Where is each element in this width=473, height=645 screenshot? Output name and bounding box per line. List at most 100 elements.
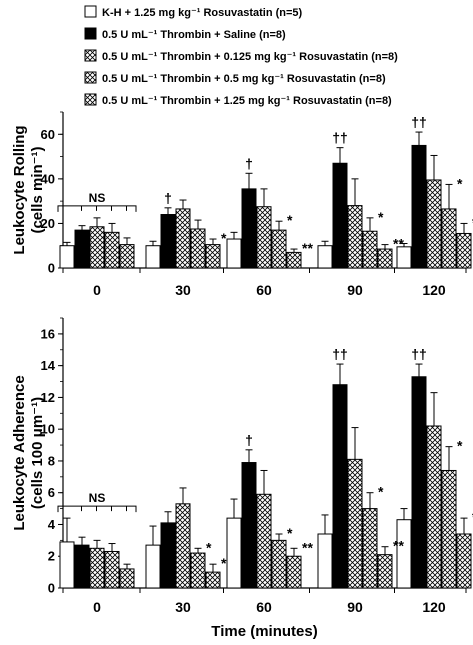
y-tick-label: 14 [41, 358, 56, 373]
bar [256, 493, 272, 589]
bar [59, 245, 75, 269]
bar [441, 208, 457, 269]
significance-mark: †† [411, 114, 427, 130]
bar [377, 248, 393, 269]
adherence-panel: 0 2 4 6 8 10 12 14 16 Leukocyte Adherence (cells 1… [11, 317, 473, 640]
legend-label: K-H + 1.25 mg kg⁻¹ Rosuvastatin (n=5) [102, 7, 303, 19]
bar [332, 384, 348, 589]
y-tick-label: 0 [48, 581, 55, 596]
significance-mark: * [457, 175, 463, 191]
significance-mark: †† [332, 130, 348, 146]
bar [396, 519, 412, 589]
category-label: 60 [256, 282, 272, 298]
significance-mark: * [287, 525, 293, 541]
legend-swatch [84, 49, 97, 62]
bar [175, 503, 191, 589]
bar [347, 458, 363, 589]
y-tick-label: 2 [48, 549, 55, 564]
bar [145, 245, 161, 269]
category-label: 90 [347, 599, 363, 615]
y-tick-label: 16 [41, 326, 55, 341]
legend-swatch [84, 27, 97, 40]
bar [89, 547, 105, 589]
bar [226, 238, 242, 269]
significance-mark: * [221, 230, 227, 246]
category-label: 30 [175, 599, 191, 615]
y-tick-label: 8 [48, 453, 55, 468]
bar [286, 251, 302, 269]
significance-mark: * [457, 438, 463, 454]
bar [332, 162, 348, 269]
bar [160, 214, 176, 269]
y-axis-unit: (cells 100 μm⁻¹) [29, 397, 46, 509]
bar [74, 544, 90, 589]
bar [104, 231, 120, 269]
significance-mark: * [378, 484, 384, 500]
category-label: 0 [93, 599, 101, 615]
y-tick-label: 4 [48, 517, 56, 532]
bar [160, 522, 176, 589]
bar [317, 245, 333, 269]
legend-swatch [84, 93, 97, 106]
y-tick-label: 10 [41, 422, 55, 437]
significance-mark: * [221, 555, 227, 571]
ns-label: NS [89, 191, 106, 205]
y-tick-label: 6 [48, 485, 55, 500]
bar [241, 462, 257, 589]
significance-mark: ** [393, 538, 404, 554]
significance-mark: * [287, 212, 293, 228]
bar [456, 533, 472, 589]
ns-bracket [57, 205, 137, 212]
bar [362, 508, 378, 589]
ns-label: NS [89, 491, 106, 505]
legend-label: 0.5 U mL⁻¹ Thrombin + 0.125 mg kg⁻¹ Rosu… [102, 51, 398, 63]
x-axis-title: Time (minutes) [211, 623, 317, 640]
significance-mark: ** [393, 236, 404, 252]
category-label: 60 [256, 599, 272, 615]
bar [175, 208, 191, 269]
bar [226, 517, 242, 589]
bar [74, 229, 90, 269]
bar [256, 206, 272, 269]
significance-mark: * [206, 539, 212, 555]
category-label: 120 [422, 282, 446, 298]
y-tick-label: 60 [41, 127, 55, 142]
bar [441, 469, 457, 589]
bar [89, 226, 105, 269]
bar [190, 228, 206, 269]
legend-label: 0.5 U mL⁻¹ Thrombin + 0.5 mg kg⁻¹ Rosuva… [102, 73, 386, 85]
category-label: 120 [422, 599, 446, 615]
y-axis-unit: (cells min⁻¹) [29, 146, 46, 233]
legend: K-H + 1.25 mg kg⁻¹ Rosuvastatin (n=5) 0.5… [84, 5, 398, 107]
bar [241, 188, 257, 269]
bar [411, 376, 427, 589]
bar [317, 533, 333, 589]
significance-mark: †† [411, 346, 427, 362]
bar [205, 244, 221, 269]
bar [347, 205, 363, 269]
bar [456, 232, 472, 269]
bar [145, 544, 161, 589]
bar [119, 568, 135, 589]
bar [190, 552, 206, 589]
bar [286, 555, 302, 589]
significance-mark: †† [332, 346, 348, 362]
bar [426, 425, 442, 589]
category-label: 0 [93, 282, 101, 298]
legend-swatch [84, 71, 97, 84]
legend-label: 0.5 U mL⁻¹ Thrombin + 1.25 mg kg⁻¹ Rosuv… [102, 95, 392, 107]
bar [426, 179, 442, 269]
bar [411, 144, 427, 269]
significance-mark: † [245, 432, 253, 448]
significance-mark: ** [302, 539, 313, 555]
bar [271, 229, 287, 269]
y-tick-label: 20 [41, 216, 55, 231]
bar [59, 541, 75, 589]
rolling-panel: 0 20 40 60 Leukocyte Rolling (cells min⁻¹) 0 30… [11, 111, 473, 298]
significance-mark: ** [302, 240, 313, 256]
bar [119, 244, 135, 269]
bar [205, 571, 221, 589]
category-label: 30 [175, 282, 191, 298]
y-axis-title: Leukocyte Rolling [11, 125, 28, 254]
